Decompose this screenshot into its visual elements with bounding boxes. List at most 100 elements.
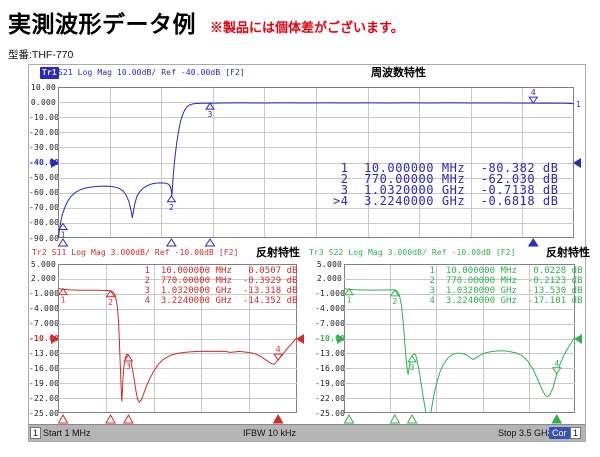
- marker-readout-tr3: 1 10.000000 MHz 0.0228 dB 2 770.00000 MH…: [424, 266, 583, 306]
- y-axis-tick-label: -90.00: [29, 233, 60, 243]
- trace-settings-tr3: Tr3 S22 Log Mag 3.000dB/ Ref -10.00dB [F…: [309, 248, 516, 257]
- ref-level-arrow-right: [296, 333, 304, 344]
- marker-glyph: [58, 287, 68, 296]
- marker-glyph: [407, 355, 418, 363]
- y-axis-tick-label: -16.00: [29, 363, 60, 373]
- marker-strip-tr2: [58, 414, 284, 424]
- readout-line: 3 1.0320000 GHz -0.7138 dB: [333, 183, 559, 197]
- marker-strip-triangle: [551, 414, 563, 424]
- readout-line: 1 10.000000 MHz 0.0228 dB: [424, 266, 583, 276]
- panel-title-tr3: 反射特性: [546, 247, 590, 259]
- marker-strip-triangle: [105, 414, 116, 424]
- readout-line: 2 770.00000 MHz -0.2123 dB: [424, 276, 583, 286]
- y-axis-tick-label: -22.00: [29, 393, 60, 403]
- ref-level-arrow-right: [574, 333, 582, 344]
- y-axis-tick-label: -20.00: [29, 127, 60, 137]
- vna-screenshot: 1 Start 1 MHz IFBW 10 kHz Stop 3.5 GHz C…: [28, 64, 590, 442]
- marker-strip-triangle: [58, 414, 69, 424]
- y-axis-tick-label: -10.00: [315, 334, 346, 343]
- marker-strip-tr1: [58, 238, 539, 247]
- y-axis-tick-label: -10.00: [29, 112, 60, 122]
- y-axis-tick-label: 0.000: [30, 97, 56, 107]
- marker-strip-triangle: [527, 238, 539, 247]
- marker-strip-triangle: [406, 414, 418, 424]
- y-axis-tick-label: -10.00: [29, 334, 60, 343]
- readout-line: 1 10.000000 MHz -80.382 dB: [333, 161, 559, 175]
- y-axis-tick-label: -1.000: [29, 289, 60, 299]
- y-axis-tick-label: -4.000: [29, 304, 60, 314]
- correction-badge: Cor: [549, 427, 570, 439]
- y-axis-tick-label: -22.00: [315, 393, 346, 403]
- marker-number: 2: [108, 298, 113, 307]
- status-bar: 1 Start 1 MHz IFBW 10 kHz Stop 3.5 GHz C…: [29, 424, 585, 441]
- marker-strip-triangle: [166, 238, 177, 247]
- ref-level-arrow-left: [51, 157, 59, 168]
- marker-strip-triangle: [272, 414, 284, 424]
- channel-indicator: 1: [30, 427, 42, 439]
- marker-readout-tr1: 1 10.000000 MHz -80.382 dB 2 770.00000 M…: [333, 161, 559, 208]
- marker-number: 3: [208, 110, 213, 119]
- y-axis-tick-label: 2.000: [30, 274, 56, 284]
- status-ifbw-label: IFBW 10 kHz: [243, 428, 297, 438]
- trace-badge-tr1: Tr1: [40, 67, 59, 79]
- readout-line: >4 3.2240000 GHz -0.6818 dB: [333, 194, 559, 208]
- marker-number: 4: [531, 88, 536, 97]
- model-number: 型番:THF-770: [8, 49, 74, 61]
- ref-level-arrow-left: [337, 333, 345, 344]
- marker-number: 2: [392, 297, 397, 306]
- y-axis-tick-label: -40.00: [29, 158, 60, 167]
- y-axis-tick-label: 5.000: [30, 259, 56, 269]
- plot-tr2: 1 2 3 4: [58, 264, 297, 413]
- marker-glyph: [344, 287, 354, 296]
- plot-tr3: 1 2 3 4: [344, 264, 575, 413]
- readout-line: 3 1.0320000 GHz -13.318 dB: [139, 286, 298, 296]
- marker-number: 4: [276, 345, 281, 354]
- y-axis-tick-label: -7.000: [29, 319, 60, 329]
- y-axis-tick-label: 10.00: [30, 82, 56, 92]
- trace-tr2: [58, 288, 297, 403]
- marker-glyph: [123, 354, 134, 362]
- y-axis-tick-label: -60.00: [29, 188, 60, 198]
- y-axis-tick-label: -50.00: [29, 173, 60, 183]
- readout-line: 1 10.000000 MHz 0.0507 dB: [139, 266, 298, 276]
- status-start-label: Start 1 MHz: [43, 428, 91, 438]
- marker-number: 3: [410, 363, 415, 372]
- y-axis-tick-label: -7.000: [315, 319, 346, 329]
- readout-line: 3 1.0320000 GHz -13.530 dB: [424, 286, 583, 296]
- y-axis-tick-label: 2.000: [316, 274, 342, 284]
- y-axis-tick-label: -25.00: [315, 408, 346, 418]
- ref-level-arrow-right: [573, 157, 581, 168]
- readout-line: 4 3.2240000 GHz -14.352 dB: [139, 296, 298, 306]
- trace-tr3: [344, 288, 575, 413]
- marker-strip-triangle: [344, 414, 355, 424]
- plot-tr1: 1 2 3 4: [58, 87, 574, 238]
- status-stop-label: Stop 3.5 GHz: [498, 428, 553, 438]
- readout-line: 2 770.00000 MHz -0.3929 dB: [139, 276, 298, 286]
- y-axis-tick-label: -80.00: [29, 218, 60, 228]
- marker-number: 1: [347, 296, 352, 305]
- marker-glyph-active: [528, 96, 539, 105]
- marker-strip-triangle: [204, 238, 216, 247]
- y-axis-tick-label: -4.000: [315, 304, 346, 314]
- page-header: 実測波形データ例 ※製品には個体差がございます。: [8, 5, 404, 39]
- disclaimer-note: ※製品には個体差がございます。: [210, 20, 404, 35]
- trace-end-label-tr1: 1: [576, 99, 581, 109]
- marker-glyph: [58, 222, 68, 230]
- marker-glyph-active: [551, 367, 562, 375]
- y-axis-tick-label: -19.00: [29, 378, 60, 388]
- marker-strip-tr3: [344, 414, 563, 424]
- marker-number: 1: [61, 296, 66, 305]
- marker-strip-triangle: [389, 414, 401, 424]
- y-axis-tick-label: -25.00: [29, 408, 60, 418]
- readout-line: 2 770.00000 MHz -62.030 dB: [333, 172, 559, 186]
- y-axis-tick-label: -30.00: [29, 142, 60, 152]
- marker-number: 3: [126, 362, 131, 371]
- trace-tr1: [58, 102, 574, 238]
- panel-title-tr1: 周波数特性: [371, 67, 426, 79]
- marker-glyph: [105, 289, 116, 298]
- ref-level-arrow-left: [51, 333, 59, 344]
- readout-line: 4 3.2240000 GHz -17.101 dB: [424, 296, 583, 306]
- y-axis-tick-label: -16.00: [315, 363, 346, 373]
- marker-number: 2: [169, 203, 174, 212]
